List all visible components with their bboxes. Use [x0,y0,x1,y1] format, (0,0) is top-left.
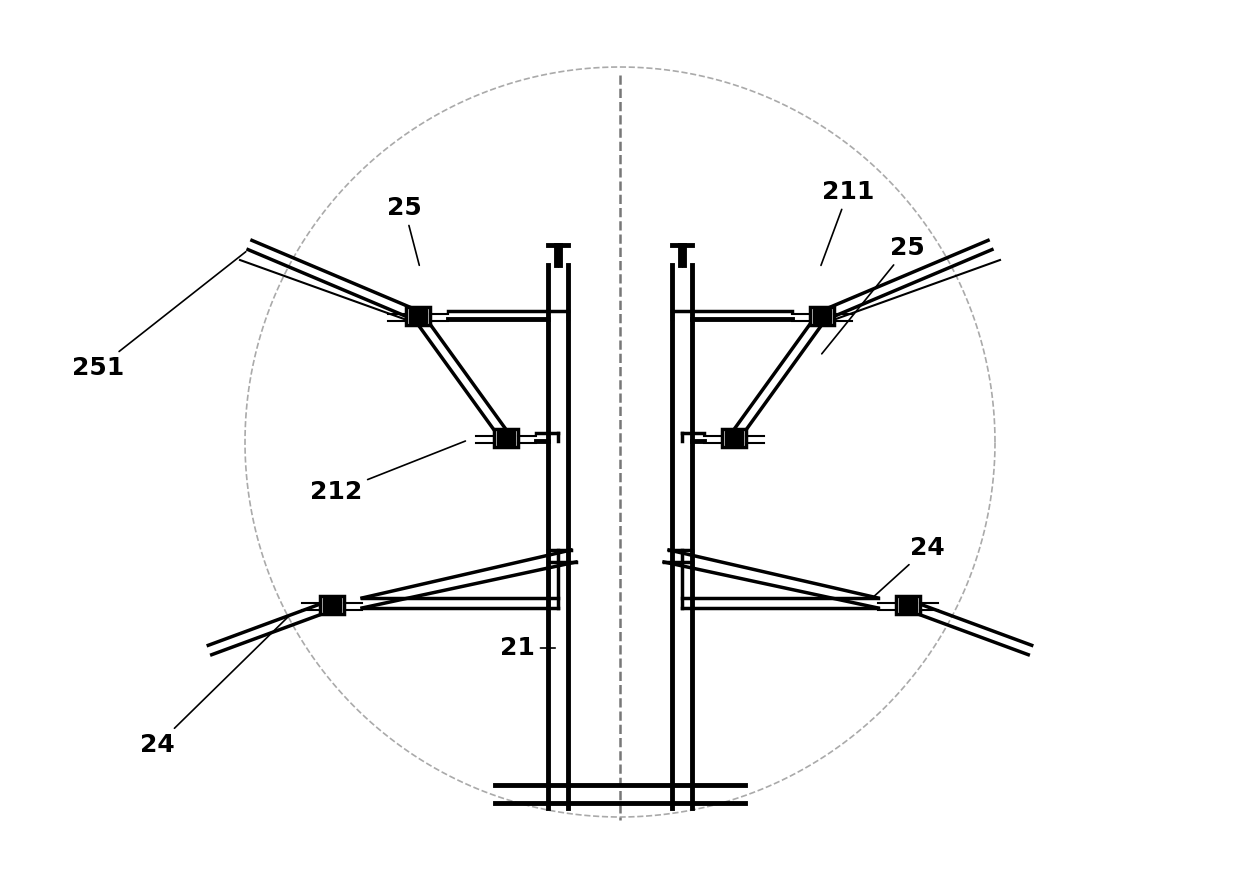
Text: 251: 251 [72,252,246,380]
Bar [409,309,427,323]
Bar [897,596,920,614]
Text: 25: 25 [387,196,422,265]
Bar [899,598,918,612]
Bar [494,429,518,447]
Bar [813,309,831,323]
Bar [722,429,746,447]
Bar [897,596,920,614]
Bar [322,598,341,612]
Text: 24: 24 [872,536,945,598]
Bar [725,431,743,445]
Bar [405,307,430,325]
Bar [405,307,430,325]
Text: 21: 21 [500,636,556,660]
Bar [810,307,835,325]
Bar [320,596,343,614]
Bar [810,307,835,325]
Bar [320,596,343,614]
Text: 24: 24 [140,617,288,757]
Bar [497,431,515,445]
Bar [722,429,746,447]
Text: 25: 25 [822,236,925,354]
Text: 212: 212 [310,441,465,504]
Bar [494,429,518,447]
Text: 211: 211 [821,180,874,265]
